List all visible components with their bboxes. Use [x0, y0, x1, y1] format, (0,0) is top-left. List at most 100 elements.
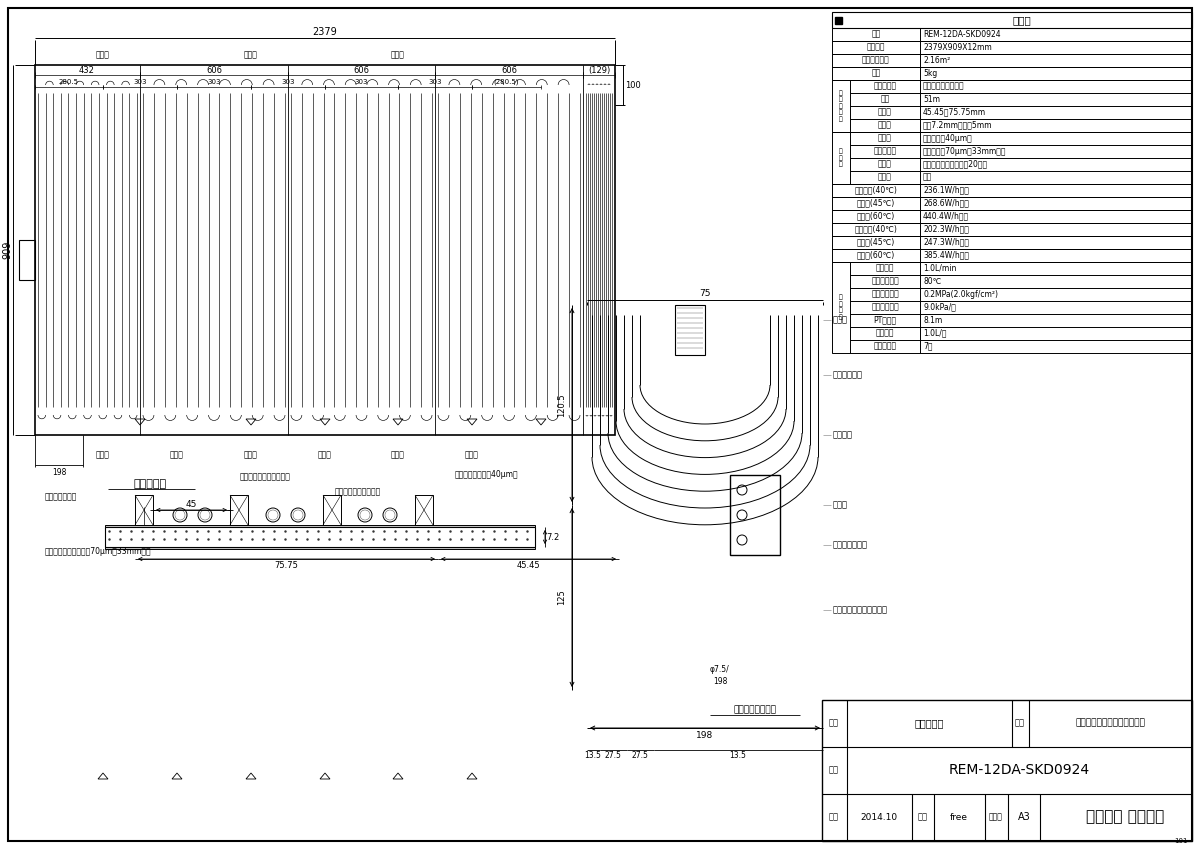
Text: 303: 303 — [133, 79, 146, 85]
Text: ヘッダー部詳細図: ヘッダー部詳細図 — [733, 706, 776, 715]
Bar — [106, 525, 535, 527]
Text: 放熱補助材（アルミ箔70μm－33mm巾）: 放熱補助材（アルミ箔70μm－33mm巾） — [46, 548, 151, 556]
Bar — [835, 17, 842, 24]
Text: 尺度: 尺度 — [918, 812, 928, 822]
Text: 303: 303 — [281, 79, 295, 85]
Text: (129): (129) — [588, 65, 610, 75]
Text: 外径7.2mm　内径5mm: 外径7.2mm 内径5mm — [923, 121, 992, 130]
Text: 247.3W/h・枚: 247.3W/h・枚 — [923, 238, 970, 246]
Text: 谷折り: 谷折り — [391, 50, 404, 59]
Text: 暖房能力(40℃): 暖房能力(40℃) — [854, 224, 898, 233]
Text: 2014.10: 2014.10 — [860, 812, 898, 822]
Text: 120.5: 120.5 — [558, 393, 566, 417]
Text: 品名: 品名 — [1015, 718, 1025, 728]
Text: 保有水量: 保有水量 — [876, 329, 894, 338]
Bar — [832, 67, 1192, 80]
Text: 1.0L/枚: 1.0L/枚 — [923, 329, 947, 338]
Bar — [832, 262, 1192, 353]
Bar — [134, 495, 154, 525]
Text: フォームポリスチレン: フォームポリスチレン — [335, 487, 382, 497]
Text: 100: 100 — [625, 81, 641, 89]
Text: 標準流量抵抗: 標準流量抵抗 — [871, 302, 899, 312]
Text: 架橋ポリエチレン管: 架橋ポリエチレン管 — [923, 82, 965, 91]
Text: アルミ箔（70μm－33mm巾）: アルミ箔（70μm－33mm巾） — [923, 147, 1007, 155]
Text: 断面詳細図: 断面詳細図 — [133, 479, 167, 489]
Text: 27.5: 27.5 — [631, 751, 648, 761]
Text: 総長: 総長 — [881, 94, 889, 104]
Text: ヘッダー: ヘッダー — [833, 430, 853, 440]
Text: (280.5): (280.5) — [493, 79, 518, 85]
Text: 101: 101 — [1175, 838, 1188, 844]
Bar — [106, 547, 535, 549]
Text: 45.45～75.75mm: 45.45～75.75mm — [923, 108, 986, 116]
Bar — [19, 240, 35, 280]
Text: 606: 606 — [353, 65, 370, 75]
Text: マ
ッ
ト: マ ッ ト — [839, 149, 842, 167]
Bar — [323, 495, 341, 525]
Text: 最高使用圧力: 最高使用圧力 — [871, 290, 899, 299]
Text: 外形寸法図: 外形寸法図 — [914, 718, 943, 728]
Bar — [832, 223, 1192, 236]
Text: 268.6W/h・枚: 268.6W/h・枚 — [923, 199, 968, 207]
Bar — [832, 54, 1192, 67]
Text: 198: 198 — [696, 732, 714, 740]
Text: 303: 303 — [428, 79, 442, 85]
Bar — [832, 184, 1192, 197]
Text: サイズ: サイズ — [878, 121, 892, 130]
Text: 山折り: 山折り — [170, 451, 184, 459]
Text: 外形寸法: 外形寸法 — [866, 42, 886, 52]
Bar — [832, 28, 1192, 41]
Text: 75.75: 75.75 — [274, 560, 298, 570]
Text: 440.4W/h・枚: 440.4W/h・枚 — [923, 211, 970, 221]
Text: 1.0L/min: 1.0L/min — [923, 263, 956, 273]
Text: 投入熱量(40℃): 投入熱量(40℃) — [854, 185, 898, 194]
Text: 材質　材料: 材質 材料 — [874, 82, 896, 91]
Bar — [832, 80, 1192, 132]
Text: 山折り: 山折り — [244, 50, 258, 59]
Text: 高効率小根太入り温水マット: 高効率小根太入り温水マット — [1075, 718, 1145, 728]
Text: 型式: 型式 — [871, 30, 881, 38]
Text: 7本: 7本 — [923, 341, 932, 351]
Text: 谷折り: 谷折り — [244, 451, 258, 459]
Text: 作成: 作成 — [829, 812, 839, 822]
Text: 放熱補助材: 放熱補助材 — [874, 147, 896, 155]
Text: (45℃): (45℃) — [857, 199, 895, 207]
Text: (60℃): (60℃) — [857, 211, 895, 221]
Text: 198: 198 — [713, 678, 727, 687]
Text: 小根太溝数: 小根太溝数 — [874, 341, 896, 351]
Text: 7.2: 7.2 — [546, 532, 559, 542]
Text: 5kg: 5kg — [923, 69, 937, 77]
Text: 型式: 型式 — [829, 766, 839, 774]
Text: (60℃): (60℃) — [857, 250, 895, 260]
Bar — [832, 236, 1192, 249]
Text: 80℃: 80℃ — [923, 277, 941, 285]
Text: 小根太（合板）: 小根太（合板） — [46, 492, 77, 502]
Text: 8.1m: 8.1m — [923, 316, 942, 324]
Text: REM-12DA-SKD0924: REM-12DA-SKD0924 — [948, 763, 1090, 777]
Text: バンド: バンド — [833, 501, 848, 509]
Text: 2379: 2379 — [313, 27, 337, 37]
Text: 谷折り: 谷折り — [96, 451, 110, 459]
Text: 27.5: 27.5 — [605, 751, 622, 761]
Text: free: free — [950, 812, 968, 822]
Text: サイズ: サイズ — [989, 812, 1003, 822]
Bar — [106, 527, 535, 547]
Bar — [674, 305, 706, 355]
Text: φ7.5/: φ7.5/ — [710, 666, 730, 674]
Bar — [832, 12, 1192, 28]
Text: 0.2MPa(2.0kgf/cm²): 0.2MPa(2.0kgf/cm²) — [923, 290, 998, 299]
Bar — [230, 495, 248, 525]
Text: 谷折り: 谷折り — [466, 451, 479, 459]
Text: ヘッダーカバー: ヘッダーカバー — [833, 541, 868, 549]
Text: 放熱補助資材: 放熱補助資材 — [833, 370, 863, 380]
Text: 放
熱
コ
イ
ル: 放 熱 コ イ ル — [839, 90, 842, 121]
Text: 303: 303 — [354, 79, 367, 85]
Text: 標準流量: 標準流量 — [876, 263, 894, 273]
Text: 放熱材（アルミ箔40μm）: 放熱材（アルミ箔40μm） — [455, 469, 518, 479]
Text: 9.0kPa/枚: 9.0kPa/枚 — [923, 302, 956, 312]
Text: ポリスチレン発泡体（20倍）: ポリスチレン発泡体（20倍） — [923, 160, 988, 168]
Text: REM-12DA-SKD0924: REM-12DA-SKD0924 — [923, 30, 1001, 38]
Text: PT相当長: PT相当長 — [874, 316, 896, 324]
Bar — [822, 700, 1192, 841]
Text: 198: 198 — [52, 468, 66, 476]
